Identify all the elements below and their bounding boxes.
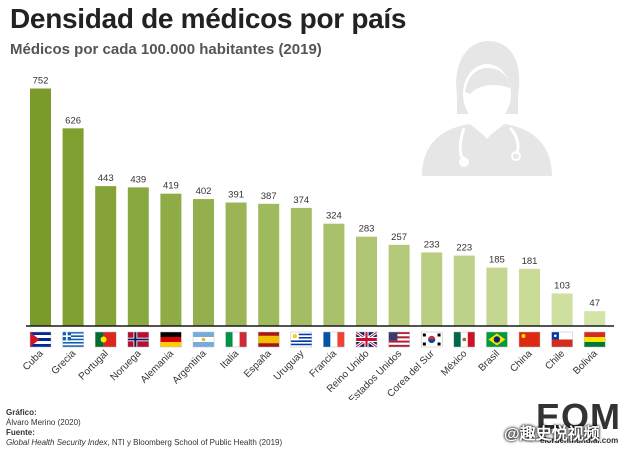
fuente-rest: , NTI y Bloomberg School of Public Healt…: [107, 438, 283, 447]
flag-china-icon: [518, 331, 541, 348]
flag-italy-icon: [225, 331, 247, 348]
data-label: 283: [359, 224, 375, 235]
bar-cuba: [30, 88, 51, 327]
category-label: España: [242, 348, 274, 380]
flag-bolivia-icon: [583, 331, 606, 348]
bar-estados-unidos: [388, 244, 410, 326]
eom-logo: EOM elordenmundial.com: [534, 396, 634, 448]
bar-españa: [258, 203, 280, 326]
category-label: Uruguay: [272, 348, 307, 383]
data-label: 752: [33, 76, 49, 87]
bar-noruega: [127, 187, 149, 326]
flag-france-icon: [323, 331, 345, 348]
category-label: Grecia: [50, 348, 79, 377]
category-label: Cuba: [21, 348, 46, 373]
bar-reino-unido: [356, 236, 377, 326]
data-label: 223: [456, 243, 472, 254]
bar-francia: [323, 223, 345, 326]
data-label: 181: [522, 256, 538, 267]
bar-corea-del-sur: [421, 252, 443, 326]
logo-letters: EOM: [536, 396, 622, 437]
data-label: 443: [98, 173, 114, 184]
data-label: 391: [228, 190, 244, 201]
category-label: China: [508, 348, 535, 375]
watermark: @趣史悦视频: [504, 426, 600, 443]
flag-spain-icon: [257, 331, 280, 348]
bar-china: [519, 268, 540, 326]
flag-greece-icon: [62, 331, 84, 348]
bar-uruguay: [290, 207, 312, 326]
flag-germany-icon: [160, 331, 182, 348]
data-label: 324: [326, 211, 342, 222]
category-label: México: [439, 348, 469, 378]
flag-norway-icon: [127, 331, 150, 348]
flag-uruguay-icon: [290, 331, 313, 348]
doctor-icon: [422, 41, 552, 176]
data-label: 257: [391, 232, 407, 243]
fuente-italic: Global Health Security Index: [6, 438, 108, 447]
bar-brasil: [486, 267, 508, 326]
fuente-label: Fuente:: [6, 428, 35, 437]
category-label: Brasil: [477, 348, 502, 373]
data-label: 185: [489, 255, 505, 266]
flag-uk-icon: [355, 330, 378, 349]
flag-brazil-icon: [486, 331, 508, 348]
chart-subtitle: Médicos por cada 100.000 habitantes (201…: [10, 41, 322, 58]
bar-grecia: [62, 128, 84, 326]
bar-chart: 752Cuba626Grecia443Portugal439Noruega419…: [21, 76, 614, 400]
data-label: 233: [424, 239, 440, 250]
category-label: Portugal: [77, 348, 111, 382]
grafico-value: Álvaro Merino (2020): [6, 418, 81, 427]
data-label: 47: [589, 298, 600, 309]
data-label: 103: [554, 280, 570, 291]
bar-argentina: [193, 199, 214, 326]
bar-méxico: [453, 255, 475, 326]
flag-mexico-icon: [453, 331, 476, 348]
data-label: 402: [196, 186, 212, 197]
flag-cuba-icon: [29, 331, 52, 348]
flag-chile-icon: [551, 331, 573, 348]
category-label: Argentina: [171, 348, 209, 386]
category-label: Bolivia: [571, 348, 600, 377]
credits: Gráfico: Álvaro Merino (2020) Fuente: Gl…: [6, 408, 282, 448]
bar-portugal: [95, 186, 117, 326]
bar-alemania: [160, 193, 182, 326]
logo-site: elordenmundial.com: [540, 436, 619, 445]
flag-south-korea-icon: [420, 331, 443, 348]
data-label: 387: [261, 191, 277, 202]
data-label: 439: [130, 174, 146, 185]
bar-chile: [551, 293, 573, 326]
chart-title: Densidad de médicos por país: [10, 3, 407, 34]
category-label: Chile: [543, 348, 567, 372]
flag-portugal-icon: [94, 331, 117, 348]
flag-argentina-icon: [192, 331, 215, 348]
data-label: 626: [65, 115, 81, 126]
data-label: 419: [163, 181, 179, 192]
data-label: 374: [293, 195, 309, 206]
flag-usa-icon: [388, 331, 410, 348]
grafico-label: Gráfico:: [6, 408, 37, 417]
bar-bolivia: [584, 311, 606, 326]
bar-italia: [225, 202, 247, 326]
category-label: Francia: [308, 348, 340, 380]
category-label: Italia: [219, 348, 242, 371]
